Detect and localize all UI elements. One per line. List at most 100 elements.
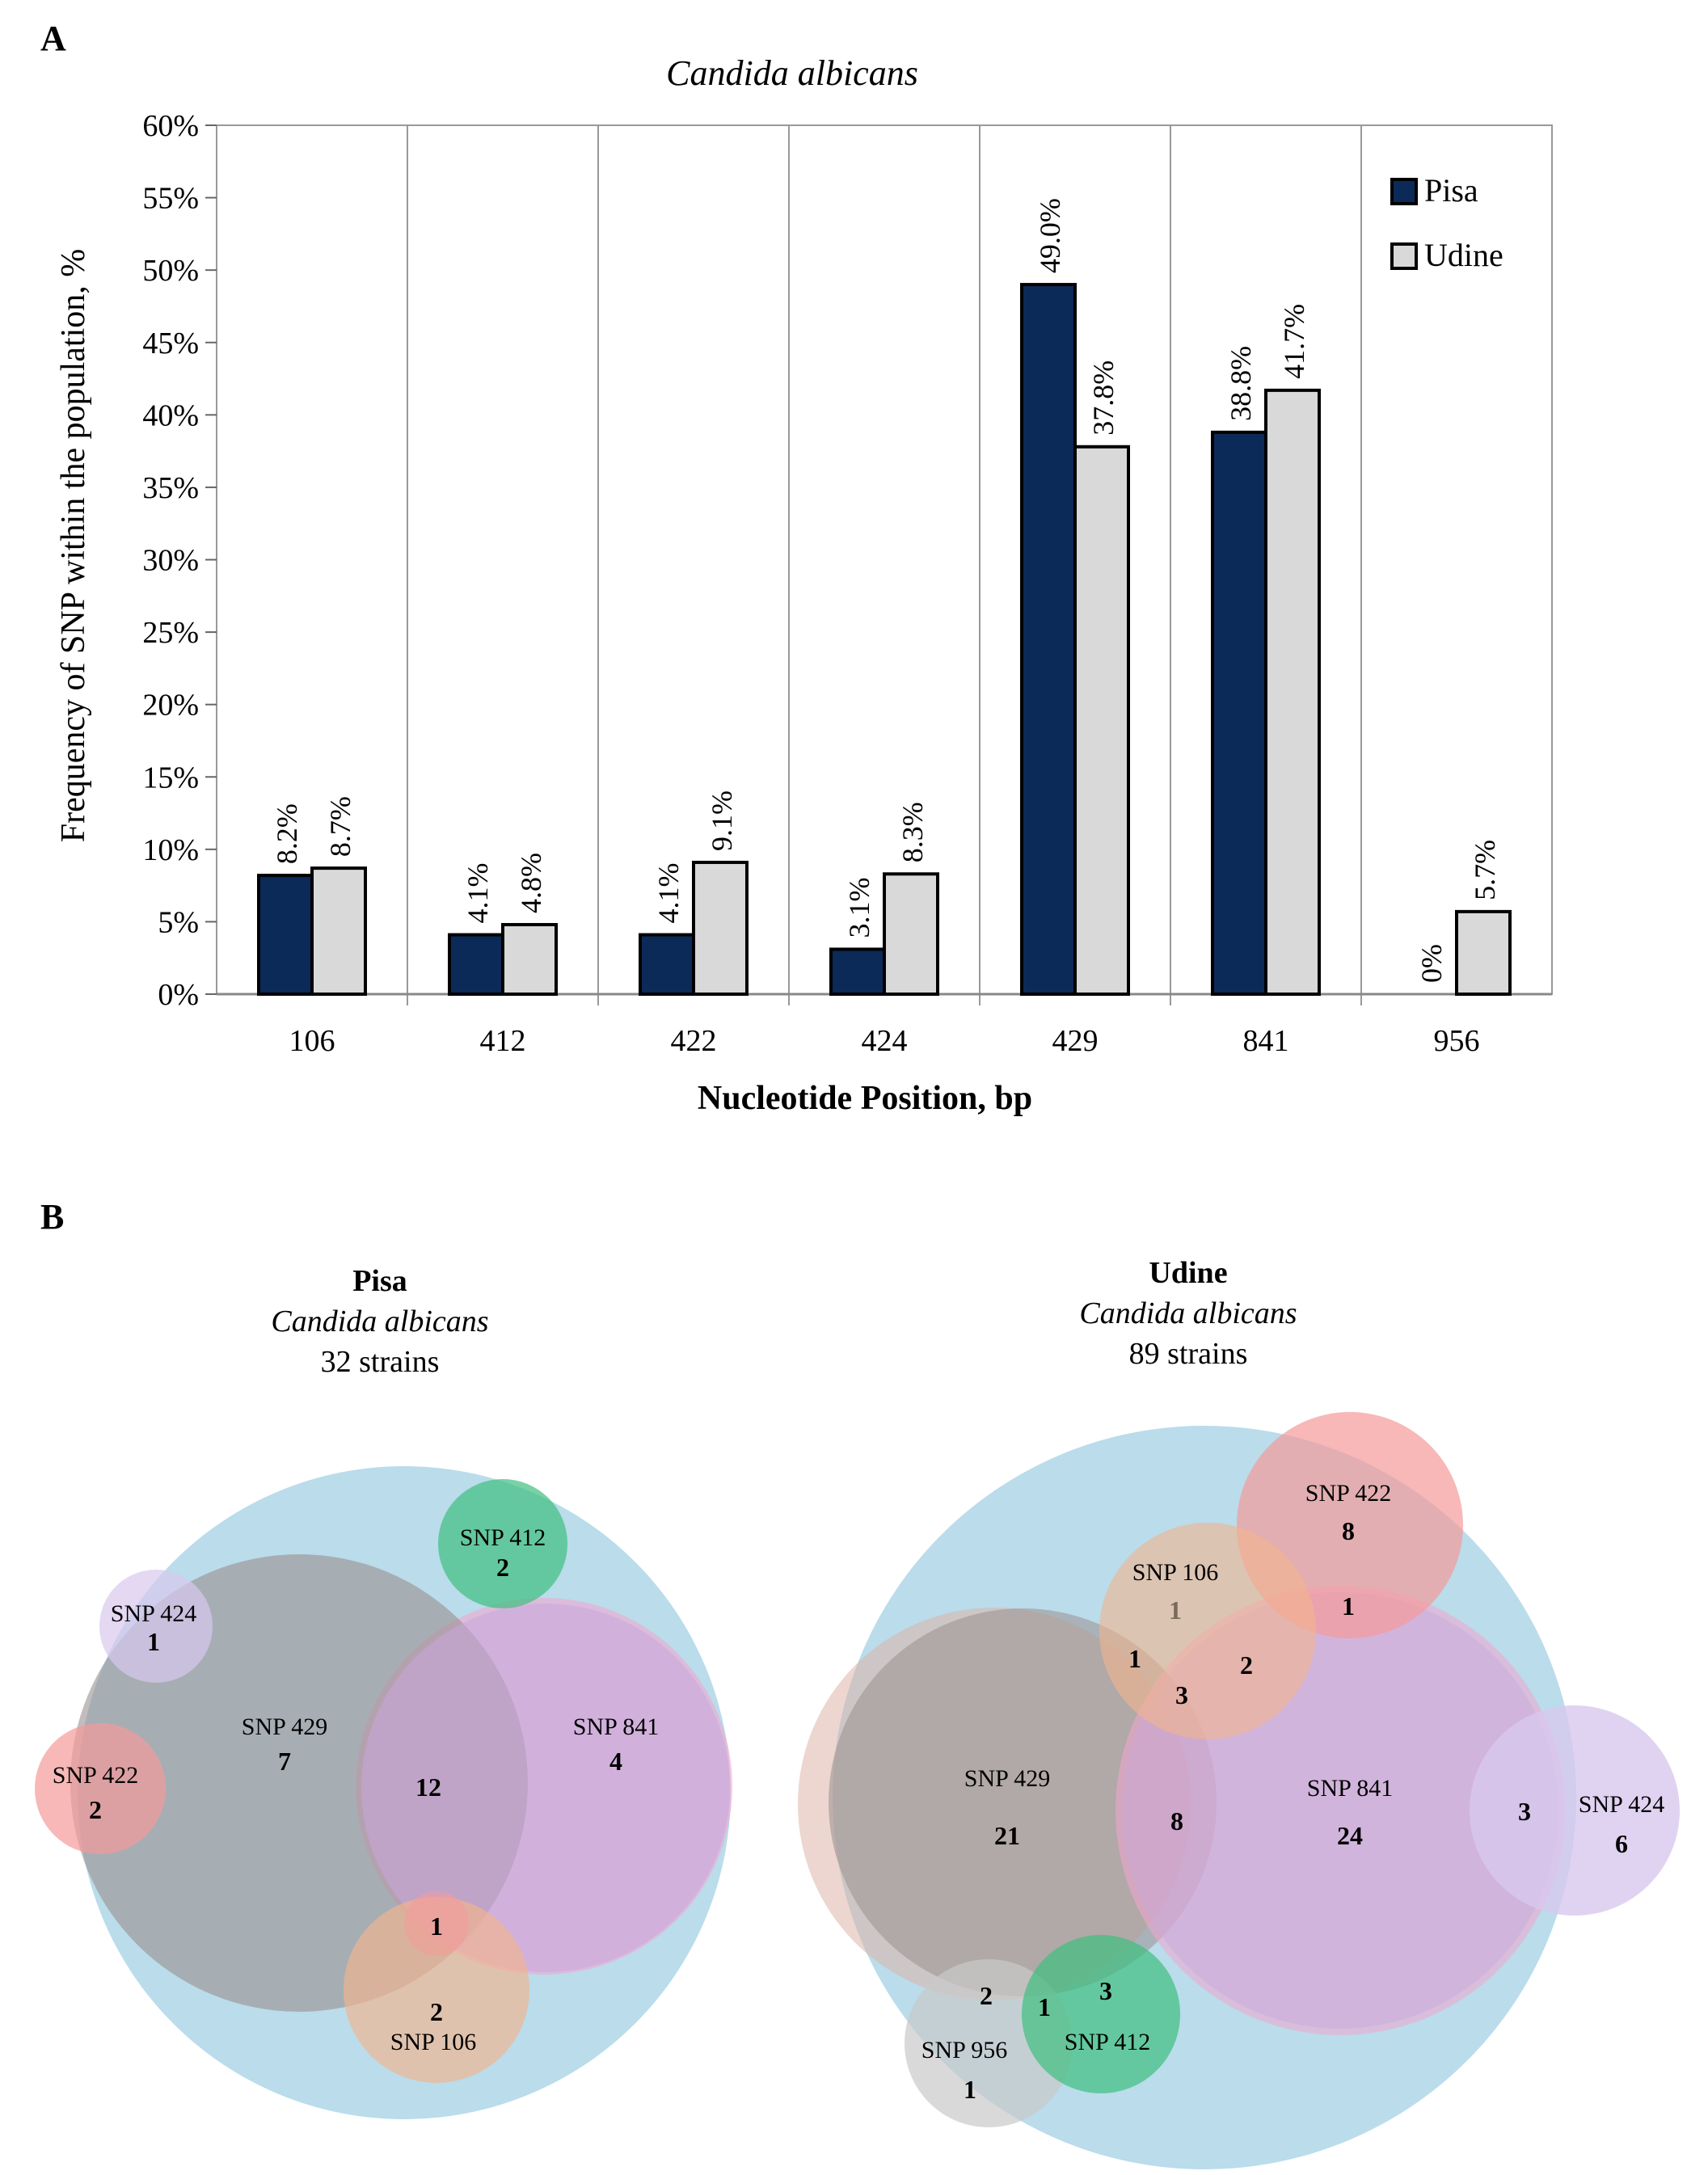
udine-snp422-841-count: 1: [1342, 1591, 1355, 1621]
pisa-snp106-label: SNP 106: [390, 2029, 476, 2055]
pisa-snp841-label: SNP 841: [573, 1713, 659, 1740]
udine-snp412-429-count: 3: [1099, 1976, 1112, 2005]
pisa-snp422-count: 2: [89, 1795, 102, 1824]
udine-snp424-label: SNP 424: [1579, 1791, 1664, 1818]
data-label-udine: 5.7%: [1469, 840, 1501, 900]
data-label-pisa: 4.1%: [462, 863, 494, 924]
udine-venn-title: Udine Candida albicans 89 strains: [1018, 1253, 1358, 1374]
x-tick-label: 424: [862, 1024, 908, 1058]
bar-pisa: [257, 874, 314, 997]
plot-area: 0% 5% 10% 15% 20% 25% 30% 35% 40% 45% 50% 55% 60% 106…: [142, 109, 1553, 1058]
data-label-pisa: 38.8%: [1225, 346, 1257, 421]
udine-snp429-841-count: 8: [1170, 1806, 1183, 1836]
legend-label-udine: Udine: [1424, 237, 1503, 273]
bar-udine: [1264, 388, 1321, 996]
legend-label-pisa: Pisa: [1424, 172, 1478, 209]
panel-a-label: A: [40, 19, 66, 58]
bar-chart: Candida albicans 0% 5% 10% 15% 20% 25% 30% 35% 4…: [55, 53, 1553, 1117]
data-label-udine: 4.8%: [515, 853, 547, 913]
pisa-snp424-circle: [99, 1570, 213, 1683]
bar-udine: [1455, 909, 1512, 996]
pisa-snp422-circle: [35, 1723, 166, 1854]
udine-title: Udine: [1149, 1256, 1228, 1290]
pisa-snp841-inner: [361, 1604, 730, 1972]
data-label-udine: 9.1%: [706, 790, 738, 851]
bar-udine: [883, 872, 939, 996]
y-tick-label: 20%: [142, 689, 199, 723]
data-label-pisa: 49.0%: [1034, 198, 1066, 273]
pisa-snp841-count: 4: [609, 1747, 622, 1776]
udine-snp412-circle: [1022, 1935, 1180, 2093]
udine-snp956-count: 1: [964, 2075, 976, 2104]
pisa-venn: SNP 424 1 SNP 412 2 SNP 429 7 SNP 841 4 …: [35, 1466, 732, 2119]
udine-snp422-label: SNP 422: [1305, 1480, 1391, 1507]
y-tick-label: 50%: [142, 254, 199, 288]
legend-swatch-pisa: [1390, 178, 1418, 205]
pisa-snp422-label: SNP 422: [53, 1762, 138, 1789]
pisa-snp424-label: SNP 424: [111, 1600, 196, 1627]
udine-snp422-count: 8: [1342, 1516, 1355, 1545]
udine-snp841-count: 24: [1337, 1821, 1363, 1850]
panel-b-label: B: [40, 1197, 65, 1237]
udine-snp956-429-412-count: 1: [1038, 1992, 1051, 2021]
pisa-snp412-circle: [438, 1479, 567, 1608]
pisa-snp429-841-count: 12: [415, 1772, 441, 1802]
pisa-snp106-circle: [344, 1897, 529, 2083]
bar-udine: [310, 866, 367, 996]
pisa-snp106-429-overlap: [404, 1891, 469, 1956]
pisa-snp412-label: SNP 412: [460, 1524, 546, 1551]
pisa-snp429-count: 7: [278, 1747, 291, 1776]
pisa-species: Candida albicans: [271, 1305, 489, 1338]
data-label-udine: 8.3%: [896, 802, 929, 862]
bar-udine: [692, 860, 749, 997]
data-label-pisa: 0%: [1415, 944, 1448, 983]
bar-udine: [501, 923, 558, 996]
legend-swatch-udine: [1390, 242, 1418, 270]
udine-snp841-label: SNP 841: [1307, 1775, 1393, 1802]
pisa-venn-title: Pisa Candida albicans 32 strains: [210, 1261, 550, 1382]
udine-snp841-424-count: 3: [1518, 1797, 1531, 1826]
pisa-snp106-count: 2: [430, 1997, 443, 2026]
bar-pisa: [1211, 430, 1267, 996]
udine-snp106-count: 1: [1169, 1595, 1182, 1625]
udine-snp956-label: SNP 956: [921, 2037, 1007, 2063]
data-label-udine: 8.7%: [324, 796, 356, 857]
y-tick-label: 5%: [158, 905, 199, 939]
bar-pisa: [829, 947, 886, 997]
x-tick-label: 422: [671, 1024, 717, 1058]
x-tick-label: 956: [1434, 1024, 1480, 1058]
udine-strains: 89 strains: [1128, 1337, 1248, 1371]
y-tick-label: 15%: [142, 761, 199, 795]
udine-snp424-count: 6: [1615, 1829, 1628, 1858]
pisa-snp429-label: SNP 429: [242, 1713, 327, 1740]
chart-title: Candida albicans: [666, 53, 918, 93]
y-tick-label: 30%: [142, 544, 199, 578]
udine-snp106-label: SNP 106: [1132, 1559, 1218, 1586]
data-label-udine: 41.7%: [1278, 304, 1310, 379]
x-tick-label: 429: [1052, 1024, 1099, 1058]
udine-snp106-circle: [1099, 1523, 1316, 1739]
bar-pisa: [1020, 283, 1077, 997]
x-tick-label: 412: [480, 1024, 526, 1058]
x-axis-label: Nucleotide Position, bp: [698, 1080, 1032, 1117]
y-axis-label: Frequency of SNP within the population, …: [55, 249, 92, 843]
x-tick-label: 841: [1243, 1024, 1289, 1058]
x-tick-label: 106: [289, 1024, 335, 1058]
pisa-title: Pisa: [352, 1264, 407, 1298]
data-label-pisa: 8.2%: [271, 803, 303, 864]
data-label-udine: 37.8%: [1087, 360, 1120, 436]
y-tick-label: 45%: [142, 327, 199, 360]
data-label-pisa: 3.1%: [843, 877, 875, 938]
pisa-snp424-count: 1: [147, 1627, 160, 1656]
bar-pisa: [639, 933, 695, 996]
udine-snp429-label: SNP 429: [964, 1765, 1050, 1792]
y-tick-label: 10%: [142, 833, 199, 867]
udine-species: Candida albicans: [1079, 1296, 1297, 1330]
udine-snp424-circle: [1470, 1705, 1680, 1916]
pisa-strains: 32 strains: [320, 1345, 440, 1379]
y-tick-label: 40%: [142, 398, 199, 432]
udine-snp429-circle: [829, 1608, 1217, 1996]
y-tick-label: 25%: [142, 616, 199, 650]
udine-snp412-label: SNP 412: [1065, 2029, 1150, 2055]
data-label-pisa: 4.1%: [652, 863, 685, 924]
